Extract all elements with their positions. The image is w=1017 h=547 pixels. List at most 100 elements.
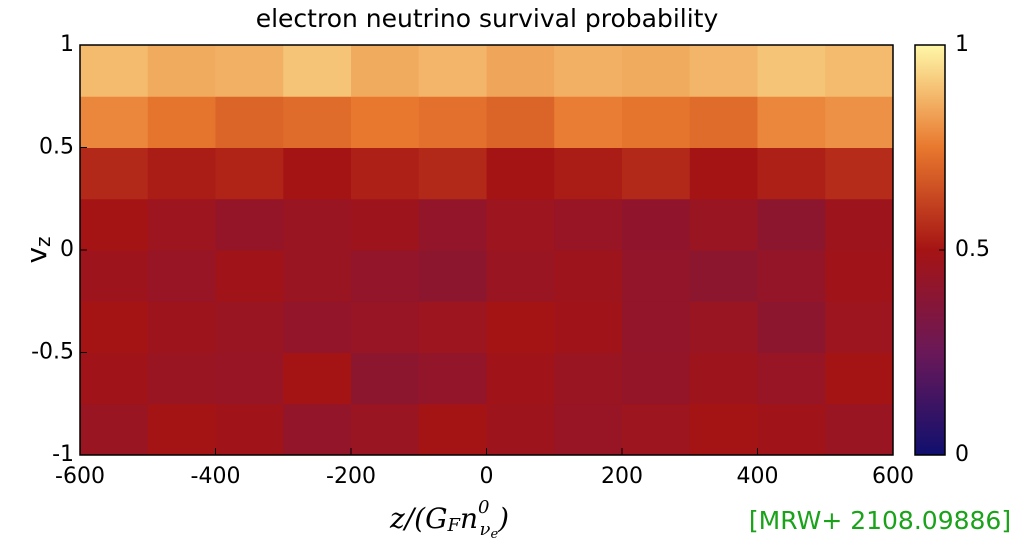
- heatmap-cell: [689, 45, 758, 97]
- heatmap-cell: [283, 198, 352, 251]
- colorbar-tick-label: 0: [955, 442, 969, 467]
- heatmap-cell: [418, 301, 487, 353]
- heatmap-cell: [622, 301, 691, 353]
- heatmap-cell: [554, 96, 623, 148]
- heatmap-cell: [554, 250, 623, 302]
- heatmap-cell: [351, 250, 420, 302]
- heatmap-cell: [757, 352, 826, 405]
- heatmap-cell: [486, 96, 555, 148]
- chart-title: electron neutrino survival probability: [256, 4, 719, 33]
- heatmap-cell: [351, 45, 420, 97]
- heatmap-cell: [554, 301, 623, 353]
- heatmap-cell: [554, 45, 623, 97]
- heatmap-cell: [215, 45, 284, 97]
- heatmap-cell: [622, 352, 691, 405]
- heatmap-cell: [825, 403, 894, 456]
- x-tick-label: 0: [480, 464, 494, 489]
- heatmap-cell: [418, 45, 487, 97]
- x-axis-label: z/(GFn0 νe): [389, 497, 509, 542]
- heatmap-cell: [80, 147, 149, 200]
- heatmap-cell: [215, 250, 284, 302]
- heatmap-cell: [283, 45, 352, 97]
- heatmap-cell: [80, 403, 149, 456]
- x-tick-label: -400: [191, 464, 241, 489]
- heatmap-cell: [147, 198, 216, 251]
- heatmap-cell: [486, 250, 555, 302]
- heatmap-cell: [80, 250, 149, 302]
- heatmap-cell: [283, 147, 352, 200]
- heatmap-cell: [757, 250, 826, 302]
- heatmap-cell: [689, 301, 758, 353]
- heatmap-cell: [418, 198, 487, 251]
- heatmap-cell: [554, 352, 623, 405]
- heatmap-cell: [757, 147, 826, 200]
- heatmap-cell: [215, 403, 284, 456]
- colorbar-tick-label: 1: [955, 32, 969, 57]
- heatmap-cell: [825, 96, 894, 148]
- heatmap-cell: [80, 96, 149, 148]
- heatmap-cell: [486, 403, 555, 456]
- heatmap-cell: [418, 147, 487, 200]
- heatmap-cell: [825, 352, 894, 405]
- x-tick-label: 200: [601, 464, 643, 489]
- heatmap-cell: [825, 250, 894, 302]
- heatmap-cell: [147, 147, 216, 200]
- heatmap-cell: [283, 96, 352, 148]
- heatmap-cell: [351, 301, 420, 353]
- y-tick-label: -1: [52, 442, 74, 467]
- x-tick-label: 400: [737, 464, 779, 489]
- heatmap-cell: [622, 96, 691, 148]
- heatmap-cell: [757, 301, 826, 353]
- heatmap-cell: [351, 403, 420, 456]
- heatmap-cell: [147, 45, 216, 97]
- x-tick-label: -600: [55, 464, 105, 489]
- y-axis-label: vz: [20, 236, 55, 263]
- heatmap-cell: [622, 403, 691, 456]
- heatmap-cell: [418, 352, 487, 405]
- heatmap-cell: [757, 96, 826, 148]
- heatmap-cell: [351, 198, 420, 251]
- heatmap-cell: [80, 198, 149, 251]
- colorbar-tick-label: 0.5: [955, 237, 990, 262]
- y-tick-label: 0.5: [39, 135, 74, 160]
- heatmap-cell: [689, 403, 758, 456]
- heatmap-cell: [147, 250, 216, 302]
- x-tick-label: 600: [872, 464, 914, 489]
- y-tick-label: 0: [60, 237, 74, 262]
- y-tick-label: -0.5: [31, 340, 74, 365]
- heatmap-cell: [486, 301, 555, 353]
- heatmap-cell: [554, 198, 623, 251]
- heatmap-cell: [80, 45, 149, 97]
- heatmap-cell: [486, 147, 555, 200]
- heatmap-cell: [825, 301, 894, 353]
- heatmap-cell: [825, 45, 894, 97]
- heatmap-cell: [215, 198, 284, 251]
- heatmap-cell: [486, 352, 555, 405]
- heatmap-cell: [757, 198, 826, 251]
- heatmap-cell: [215, 301, 284, 353]
- heatmap-cell: [283, 403, 352, 456]
- heatmap-cell: [418, 96, 487, 148]
- heatmap-cell: [486, 45, 555, 97]
- heatmap-cell: [418, 403, 487, 456]
- heatmap-cell: [757, 403, 826, 456]
- heatmap-cell: [351, 96, 420, 148]
- heatmap-cell: [215, 352, 284, 405]
- heatmap-cell: [622, 198, 691, 251]
- heatmap-cell: [689, 147, 758, 200]
- heatmap-cell: [622, 250, 691, 302]
- heatmap-cell: [283, 352, 352, 405]
- heatmap-cell: [825, 147, 894, 200]
- heatmap-cell: [486, 198, 555, 251]
- heatmap-cell: [147, 403, 216, 456]
- heatmap-cell: [215, 147, 284, 200]
- heatmap-cell: [689, 352, 758, 405]
- annotation: [MRW+ 2108.09886]: [749, 506, 1011, 535]
- heatmap-cell: [283, 301, 352, 353]
- heatmap-cell: [80, 301, 149, 353]
- heatmap-cell: [351, 352, 420, 405]
- heatmap-cell: [689, 198, 758, 251]
- heatmap-cell: [147, 96, 216, 148]
- heatmap-cell: [147, 352, 216, 405]
